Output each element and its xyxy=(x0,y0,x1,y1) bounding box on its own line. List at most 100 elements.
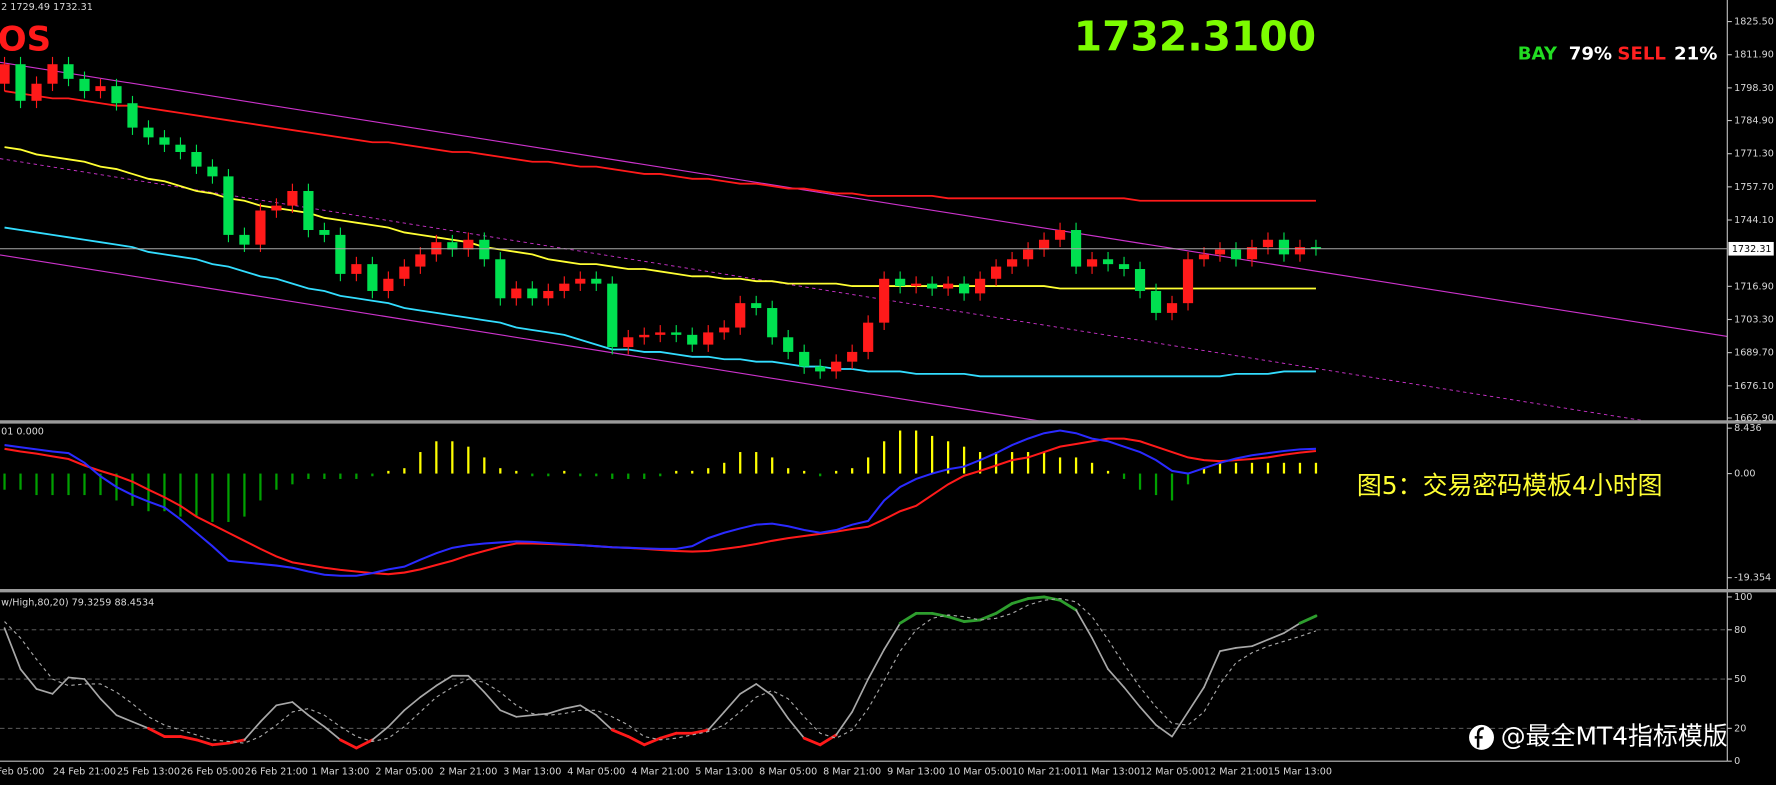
candle-body xyxy=(79,78,90,92)
pane-title: 2 1729.49 1732.31 xyxy=(1,2,93,13)
oscillator-segment xyxy=(403,696,422,712)
oscillator-segment xyxy=(259,704,278,723)
candle-body xyxy=(159,137,170,145)
candle-body xyxy=(1310,247,1322,249)
logo-mark xyxy=(1474,727,1484,748)
candle-body xyxy=(495,259,506,299)
oscillator-segment xyxy=(51,676,70,695)
oscillator-segment xyxy=(563,704,582,710)
candle-body xyxy=(223,176,234,235)
candle-body xyxy=(303,191,314,231)
candle-body xyxy=(1086,259,1098,267)
channel-upper xyxy=(0,61,1728,337)
candle-body xyxy=(1150,290,1162,313)
oscillator-segment xyxy=(179,735,198,742)
candle-body xyxy=(959,283,970,294)
oscillator-segment xyxy=(323,725,342,741)
oscillator-segment xyxy=(467,674,486,694)
candle-body xyxy=(591,278,602,284)
candle-body xyxy=(431,242,442,255)
oscillator-segment xyxy=(690,728,710,735)
y-tick-label: 8.436 xyxy=(1734,423,1762,434)
candle-body xyxy=(191,151,202,167)
oscillator-segment xyxy=(723,692,742,713)
candle-body xyxy=(1070,230,1082,267)
y-tick-label: 1716.90 xyxy=(1734,281,1774,292)
oscillator-segment xyxy=(1251,638,1269,648)
oscillator-segment xyxy=(1203,650,1221,689)
annotation: SELL xyxy=(1617,43,1666,64)
candle-body xyxy=(1102,259,1114,265)
candle-body xyxy=(143,127,154,138)
oscillator-segment xyxy=(291,701,310,717)
candle-body xyxy=(0,64,10,84)
candle-body xyxy=(975,278,986,294)
candle-body xyxy=(943,283,954,289)
candle-body xyxy=(1118,264,1130,270)
candle-body xyxy=(351,264,362,274)
x-tick-label: 2 Mar 05:00 xyxy=(375,766,433,777)
candle-body xyxy=(863,322,874,352)
oscillator-segment xyxy=(867,648,885,680)
y-tick-label: 1662.90 xyxy=(1734,413,1774,424)
candle-body xyxy=(703,332,714,345)
oscillator-segment xyxy=(371,725,390,741)
x-tick-label: 10 Mar 21:00 xyxy=(1012,766,1076,777)
pane-title: w/High,80,20) 79.3259 88.4534 xyxy=(1,598,154,609)
candle-body xyxy=(607,283,618,348)
y-tick-label: 50 xyxy=(1734,674,1746,685)
oscillator-segment xyxy=(3,627,22,671)
candle-body xyxy=(1038,239,1050,250)
candle-body xyxy=(1198,254,1210,260)
oscillator-segment xyxy=(243,720,262,741)
current-price-label: 1732.31 xyxy=(1732,244,1772,255)
annotation: BAY xyxy=(1518,43,1558,64)
candle-body xyxy=(271,205,282,211)
candle-body xyxy=(575,278,586,284)
oscillator-segment xyxy=(595,714,614,731)
candle-body xyxy=(719,327,730,333)
x-tick-label: 24 Feb 21:00 xyxy=(53,766,116,777)
oscillator-segment xyxy=(658,731,678,740)
oscillator-segment xyxy=(1171,711,1189,738)
candle-body xyxy=(879,278,890,323)
y-tick-label: 80 xyxy=(1734,625,1746,636)
x-tick-label: 4 Mar 21:00 xyxy=(631,766,689,777)
oscillator-segment xyxy=(962,618,982,623)
candle-body xyxy=(175,144,186,152)
candle-body xyxy=(1262,239,1274,248)
oscillator-segment xyxy=(195,738,214,747)
annotation: 21% xyxy=(1674,43,1717,64)
oscillator-segment xyxy=(547,707,566,715)
oscillator-segment xyxy=(307,714,326,728)
candle-body xyxy=(207,166,218,177)
candle-body xyxy=(447,242,458,250)
candle-body xyxy=(319,230,330,235)
y-tick-label: 1811.90 xyxy=(1734,50,1774,61)
oscillator-segment xyxy=(35,688,54,695)
oscillator-segment xyxy=(755,683,774,697)
x-tick-label: 1 Mar 13:00 xyxy=(311,766,369,777)
candle-body xyxy=(335,234,346,274)
oscillator-segment xyxy=(419,684,438,698)
x-tick-label: 15 Mar 13:00 xyxy=(1268,766,1332,777)
signal-line xyxy=(4,598,1317,744)
oscillator-segment xyxy=(883,622,901,651)
candle-body xyxy=(63,64,74,79)
oscillator-segment xyxy=(994,602,1014,615)
indicator-line xyxy=(4,90,1316,202)
x-tick-label: 26 Feb 05:00 xyxy=(181,766,244,777)
oscillator-segment xyxy=(626,735,646,747)
annotation: 1732.3100 xyxy=(1074,13,1316,61)
x-tick-label: 5 Mar 13:00 xyxy=(695,766,753,777)
indicator-line xyxy=(4,226,1316,378)
oscillator-segment xyxy=(1058,598,1078,612)
candle-body xyxy=(1166,303,1178,313)
candle-body xyxy=(399,266,410,279)
candle-body xyxy=(15,64,26,101)
x-tick-label: 11 Mar 13:00 xyxy=(1076,766,1140,777)
